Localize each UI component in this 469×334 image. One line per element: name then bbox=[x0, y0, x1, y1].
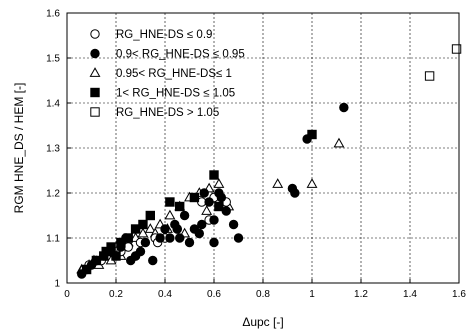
legend-label: RG_HNE-DS > 1.05 bbox=[116, 107, 219, 119]
legend-marker-square-filled bbox=[90, 87, 100, 98]
data-point-square-filled bbox=[189, 192, 200, 203]
data-point-square-filled bbox=[209, 170, 219, 180]
data-point-circle-filled bbox=[179, 210, 190, 221]
y-axis-label: RGM HNE_DS / HEM [-] bbox=[12, 83, 26, 214]
x-tick-label: 0.2 bbox=[109, 289, 123, 300]
data-point-circle-filled bbox=[216, 192, 227, 203]
y-tick-label: 1.5 bbox=[46, 54, 60, 65]
data-point-triangle-open bbox=[306, 178, 318, 188]
y-tick-label: 1.6 bbox=[46, 9, 60, 20]
data-point-square-open bbox=[424, 71, 435, 81]
data-point-circle-filled bbox=[175, 233, 185, 243]
data-point-circle-filled bbox=[339, 102, 349, 113]
data-point-triangle-open bbox=[272, 178, 284, 188]
legend-marker-square-open bbox=[90, 107, 100, 117]
data-point-circle-filled bbox=[209, 215, 219, 225]
data-point-circle-filled bbox=[99, 251, 109, 261]
x-tick-label: 1 bbox=[309, 289, 315, 300]
data-point-square-open bbox=[451, 44, 462, 54]
data-point-circle-filled bbox=[165, 233, 175, 243]
x-tick-label: 0.8 bbox=[256, 289, 270, 300]
legend-label: 1< RG_HNE-DS ≤ 1.05 bbox=[116, 88, 235, 100]
data-points bbox=[76, 44, 462, 279]
legend-label: RG_HNE-DS ≤ 0.9 bbox=[116, 29, 212, 41]
plot-frame bbox=[66, 12, 460, 284]
legend-label: 0.95< RG_HNE-DS≤ 1 bbox=[116, 68, 232, 80]
data-point-circle-filled bbox=[228, 219, 239, 230]
data-point-circle-filled bbox=[160, 224, 170, 234]
data-point-circle-filled bbox=[199, 188, 209, 198]
y-tick-label: 1.1 bbox=[46, 234, 60, 245]
data-point-triangle-open bbox=[213, 178, 225, 188]
data-point-circle-filled bbox=[172, 224, 182, 234]
data-point-circle-filled bbox=[204, 197, 214, 207]
data-point-circle-filled bbox=[184, 237, 195, 248]
data-point-square-filled bbox=[214, 201, 224, 212]
legend: RG_HNE-DS ≤ 0.9 0.9< RG_HNE-DS ≤ 0.95 0.95… bbox=[89, 29, 245, 119]
data-point-circle-filled bbox=[302, 134, 312, 144]
tick-labels: 0 0.2 0.4 0.6 0.8 1 1.2 1.4 1.6 1 1.1 1.2 1.3 1.4 1.5 1… bbox=[46, 9, 466, 301]
data-point-triangle-open bbox=[333, 137, 345, 148]
y-tick-label: 1.4 bbox=[46, 99, 60, 110]
y-tick-label: 1.3 bbox=[46, 144, 60, 155]
data-point-triangle-open bbox=[144, 223, 156, 233]
y-tick-label: 1 bbox=[54, 279, 60, 290]
y-tick-label: 1.2 bbox=[46, 189, 60, 200]
data-point-circle-filled bbox=[91, 255, 102, 266]
data-point-square-filled bbox=[145, 210, 156, 221]
data-point-circle-filled bbox=[148, 255, 158, 266]
data-point-circle-filled bbox=[111, 251, 121, 261]
data-point-circle-filled bbox=[233, 233, 244, 243]
data-point-circle-filled bbox=[116, 242, 126, 252]
legend-marker-circle-filled bbox=[90, 48, 100, 59]
data-point-circle-filled bbox=[194, 228, 205, 239]
data-point-square-filled bbox=[165, 197, 175, 207]
data-point-triangle-open bbox=[164, 209, 176, 220]
legend-marker-triangle-open bbox=[89, 67, 101, 77]
data-point-triangle-open bbox=[201, 205, 213, 215]
data-point-circle-filled bbox=[135, 246, 146, 257]
data-point-circle-filled bbox=[140, 237, 151, 248]
x-tick-label: 1.4 bbox=[403, 289, 417, 300]
legend-label: 0.9< RG_HNE-DS ≤ 0.95 bbox=[116, 49, 245, 61]
data-point-circle-filled bbox=[290, 188, 300, 198]
legend-marker-circle-open bbox=[90, 29, 100, 39]
x-tick-label: 1.2 bbox=[354, 289, 368, 300]
data-point-circle-filled bbox=[197, 219, 207, 230]
data-point-square-filled bbox=[138, 219, 148, 230]
data-point-circle-filled bbox=[155, 233, 165, 243]
data-point-square-filled bbox=[175, 201, 185, 212]
x-tick-label: 0 bbox=[64, 289, 70, 300]
data-point-circle-filled bbox=[209, 237, 219, 248]
data-point-circle-filled bbox=[121, 233, 131, 243]
x-tick-label: 0.6 bbox=[207, 289, 221, 300]
x-tick-label: 1.6 bbox=[452, 289, 466, 300]
x-axis-label: Δupc [-] bbox=[242, 315, 283, 329]
x-tick-label: 0.4 bbox=[158, 289, 172, 300]
data-point-circle-filled bbox=[221, 206, 231, 216]
